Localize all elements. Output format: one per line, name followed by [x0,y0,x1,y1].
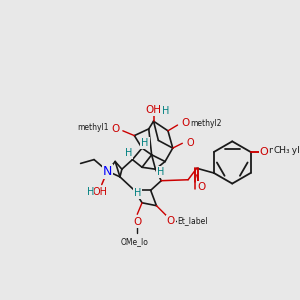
Text: methyl: methyl [268,146,300,155]
Text: methyl1: methyl1 [77,123,109,132]
Text: Et_label: Et_label [178,217,208,226]
Text: O: O [186,138,194,148]
Text: methyl2: methyl2 [190,118,222,127]
Text: H: H [125,148,132,158]
Text: OH: OH [92,187,107,197]
Text: O: O [261,147,269,157]
Text: H: H [87,187,94,197]
Text: H: H [157,167,164,177]
Text: O: O [111,124,119,134]
Text: H: H [141,138,148,148]
Text: O: O [133,217,141,227]
Text: O: O [260,147,268,157]
Text: O: O [181,118,189,128]
Text: OH: OH [146,105,162,115]
Text: CH₃: CH₃ [274,146,290,155]
Text: O: O [167,216,175,226]
Text: O: O [197,182,206,192]
Text: H: H [162,106,169,116]
Text: OMe_lo: OMe_lo [120,237,148,246]
Text: N: N [103,165,112,178]
Text: H: H [134,188,141,198]
